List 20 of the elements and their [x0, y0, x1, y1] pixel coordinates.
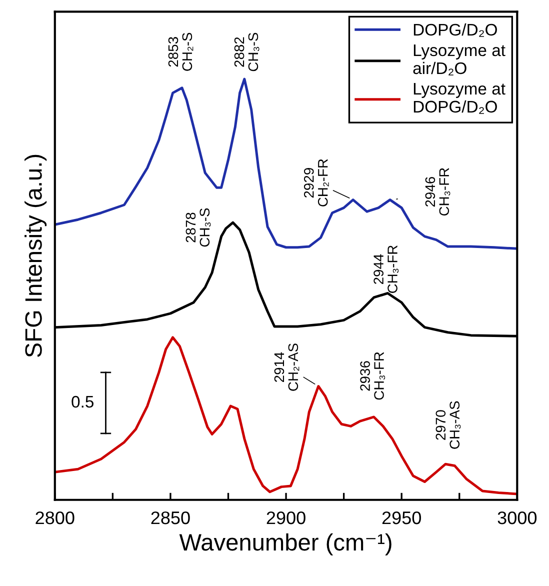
annotation: 2944 CH₃-FR — [374, 245, 399, 293]
annotation: 2946 CH₃-FR — [425, 168, 450, 216]
x-tick-label: 2800 — [36, 511, 74, 524]
annotation: 2882 CH₃-S — [234, 32, 260, 72]
x-tick-label: 2900 — [266, 511, 306, 524]
legend-label: Lysozyme at DOPG/D₂O — [414, 83, 506, 114]
x-tick-label: 2850 — [151, 511, 190, 524]
y-axis-title: SFG Intensity (a.u.) — [24, 154, 47, 358]
x-tick-label: 2950 — [382, 511, 421, 524]
x-axis-title: Wavenumber (cm⁻¹) — [179, 533, 392, 556]
annotation: 2878 CH₃-S — [186, 208, 211, 247]
annotation: 2853 CH₂-S — [168, 32, 194, 71]
annotation: 2929 CH₂-FR — [304, 159, 329, 206]
annotation: 2970 CH₃-AS — [436, 401, 461, 449]
annotation: 2914 CH₂-AS — [274, 344, 300, 391]
annotation: 2936 CH₃-FR — [360, 352, 386, 400]
legend-label: DOPG/D₂O — [414, 23, 497, 37]
annotation: 0.5 — [72, 396, 94, 408]
x-tick-label: 3000 — [498, 511, 537, 524]
legend-label: Lysozyme at air/D₂O — [413, 44, 506, 76]
